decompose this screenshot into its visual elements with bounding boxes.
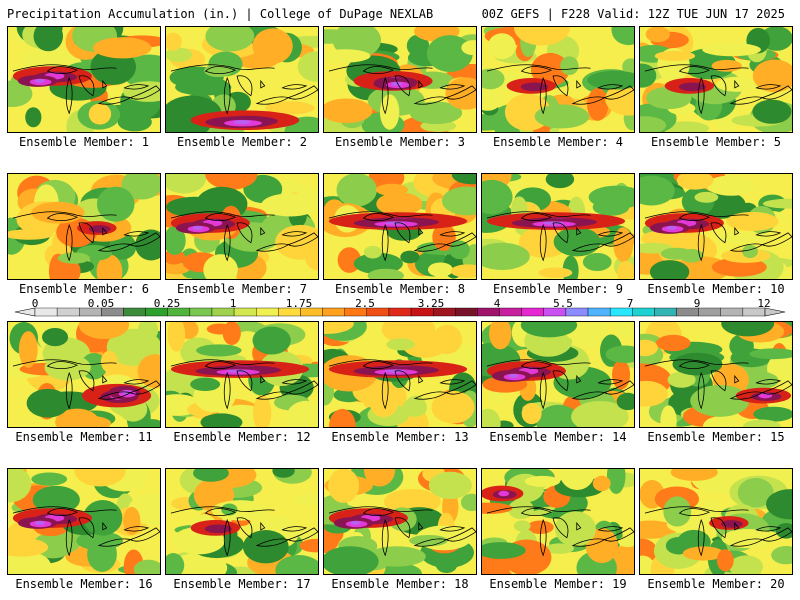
ensemble-map-14 bbox=[481, 321, 635, 428]
colorbar-swatch bbox=[720, 307, 744, 317]
ensemble-map-17 bbox=[165, 468, 319, 575]
member-label: Ensemble Member: 3 bbox=[334, 135, 466, 149]
colorbar-swatch bbox=[698, 307, 721, 317]
member-label: Ensemble Member: 9 bbox=[492, 282, 624, 296]
ensemble-map-19 bbox=[481, 468, 635, 575]
member-label: Ensemble Member: 11 bbox=[15, 430, 153, 444]
colorbar-tick-label: 1 bbox=[229, 297, 237, 310]
member-label: Ensemble Member: 20 bbox=[647, 577, 785, 591]
ensemble-map-11 bbox=[7, 321, 161, 428]
member-label: Ensemble Member: 10 bbox=[647, 282, 785, 296]
colorbar-swatch bbox=[499, 307, 522, 317]
colorbar-tick-label: 3.25 bbox=[417, 297, 445, 310]
colorbar-swatch bbox=[256, 307, 279, 317]
colorbar-swatch bbox=[34, 307, 58, 317]
ensemble-map-10 bbox=[639, 173, 793, 280]
member-label: Ensemble Member: 19 bbox=[489, 577, 627, 591]
member-label: Ensemble Member: 7 bbox=[176, 282, 308, 296]
colorbar-swatch bbox=[123, 307, 146, 317]
colorbar-swatch bbox=[654, 307, 677, 317]
colorbar-tick-label: 2.5 bbox=[355, 297, 375, 310]
member-label: Ensemble Member: 4 bbox=[492, 135, 624, 149]
member-label: Ensemble Member: 6 bbox=[18, 282, 150, 296]
member-label: Ensemble Member: 12 bbox=[173, 430, 311, 444]
colorbar-tick-label: 4 bbox=[493, 297, 501, 310]
ensemble-map-3 bbox=[323, 26, 477, 133]
colorbar-swatch bbox=[587, 307, 611, 317]
ensemble-map-9 bbox=[481, 173, 635, 280]
member-label: Ensemble Member: 17 bbox=[173, 577, 311, 591]
member-label: Ensemble Member: 18 bbox=[331, 577, 469, 591]
colorbar-tick-label: 0.05 bbox=[87, 297, 115, 310]
member-label: Ensemble Member: 15 bbox=[647, 430, 785, 444]
ensemble-map-2 bbox=[165, 26, 319, 133]
colorbar-swatch bbox=[233, 307, 257, 317]
colorbar-tick-label: 0.25 bbox=[153, 297, 181, 310]
member-label: Ensemble Member: 13 bbox=[331, 430, 469, 444]
ensemble-map-20 bbox=[639, 468, 793, 575]
ensemble-map-5 bbox=[639, 26, 793, 133]
ensemble-map-7 bbox=[165, 173, 319, 280]
colorbar-tick-label: 12 bbox=[757, 297, 771, 310]
colorbar-tick-label: 0 bbox=[31, 297, 39, 310]
ensemble-map-15 bbox=[639, 321, 793, 428]
colorbar-swatch bbox=[189, 307, 213, 317]
colorbar-swatch bbox=[322, 307, 345, 317]
colorbar-swatch bbox=[455, 307, 478, 317]
ensemble-map-13 bbox=[323, 321, 477, 428]
ensemble-map-16 bbox=[7, 468, 161, 575]
colorbar-tick-label: 5.5 bbox=[553, 297, 573, 310]
run-info: 00Z GEFS | F228 Valid: 12Z TUE JUN 17 20… bbox=[481, 7, 785, 21]
member-label: Ensemble Member: 2 bbox=[176, 135, 308, 149]
colorbar-swatch bbox=[56, 307, 80, 317]
colorbar-swatch bbox=[632, 307, 655, 317]
ensemble-map-1 bbox=[7, 26, 161, 133]
ensemble-map-12 bbox=[165, 321, 319, 428]
ensemble-map-18 bbox=[323, 468, 477, 575]
colorbar-tick-label: 7 bbox=[626, 297, 634, 310]
colorbar-arrow-right bbox=[764, 307, 786, 317]
member-label: Ensemble Member: 16 bbox=[15, 577, 153, 591]
ensemble-map-6 bbox=[7, 173, 161, 280]
member-label: Ensemble Member: 8 bbox=[334, 282, 466, 296]
colorbar-tick-label: 9 bbox=[693, 297, 701, 310]
colorbar-tick-label: 1.75 bbox=[285, 297, 313, 310]
colorbar bbox=[14, 307, 786, 317]
ensemble-map-4 bbox=[481, 26, 635, 133]
product-title: Precipitation Accumulation (in.) | Colle… bbox=[7, 7, 434, 21]
member-label: Ensemble Member: 14 bbox=[489, 430, 627, 444]
ensemble-map-8 bbox=[323, 173, 477, 280]
colorbar-swatch bbox=[388, 307, 412, 317]
member-label: Ensemble Member: 5 bbox=[650, 135, 782, 149]
member-label: Ensemble Member: 1 bbox=[18, 135, 150, 149]
colorbar-swatch bbox=[521, 307, 544, 317]
